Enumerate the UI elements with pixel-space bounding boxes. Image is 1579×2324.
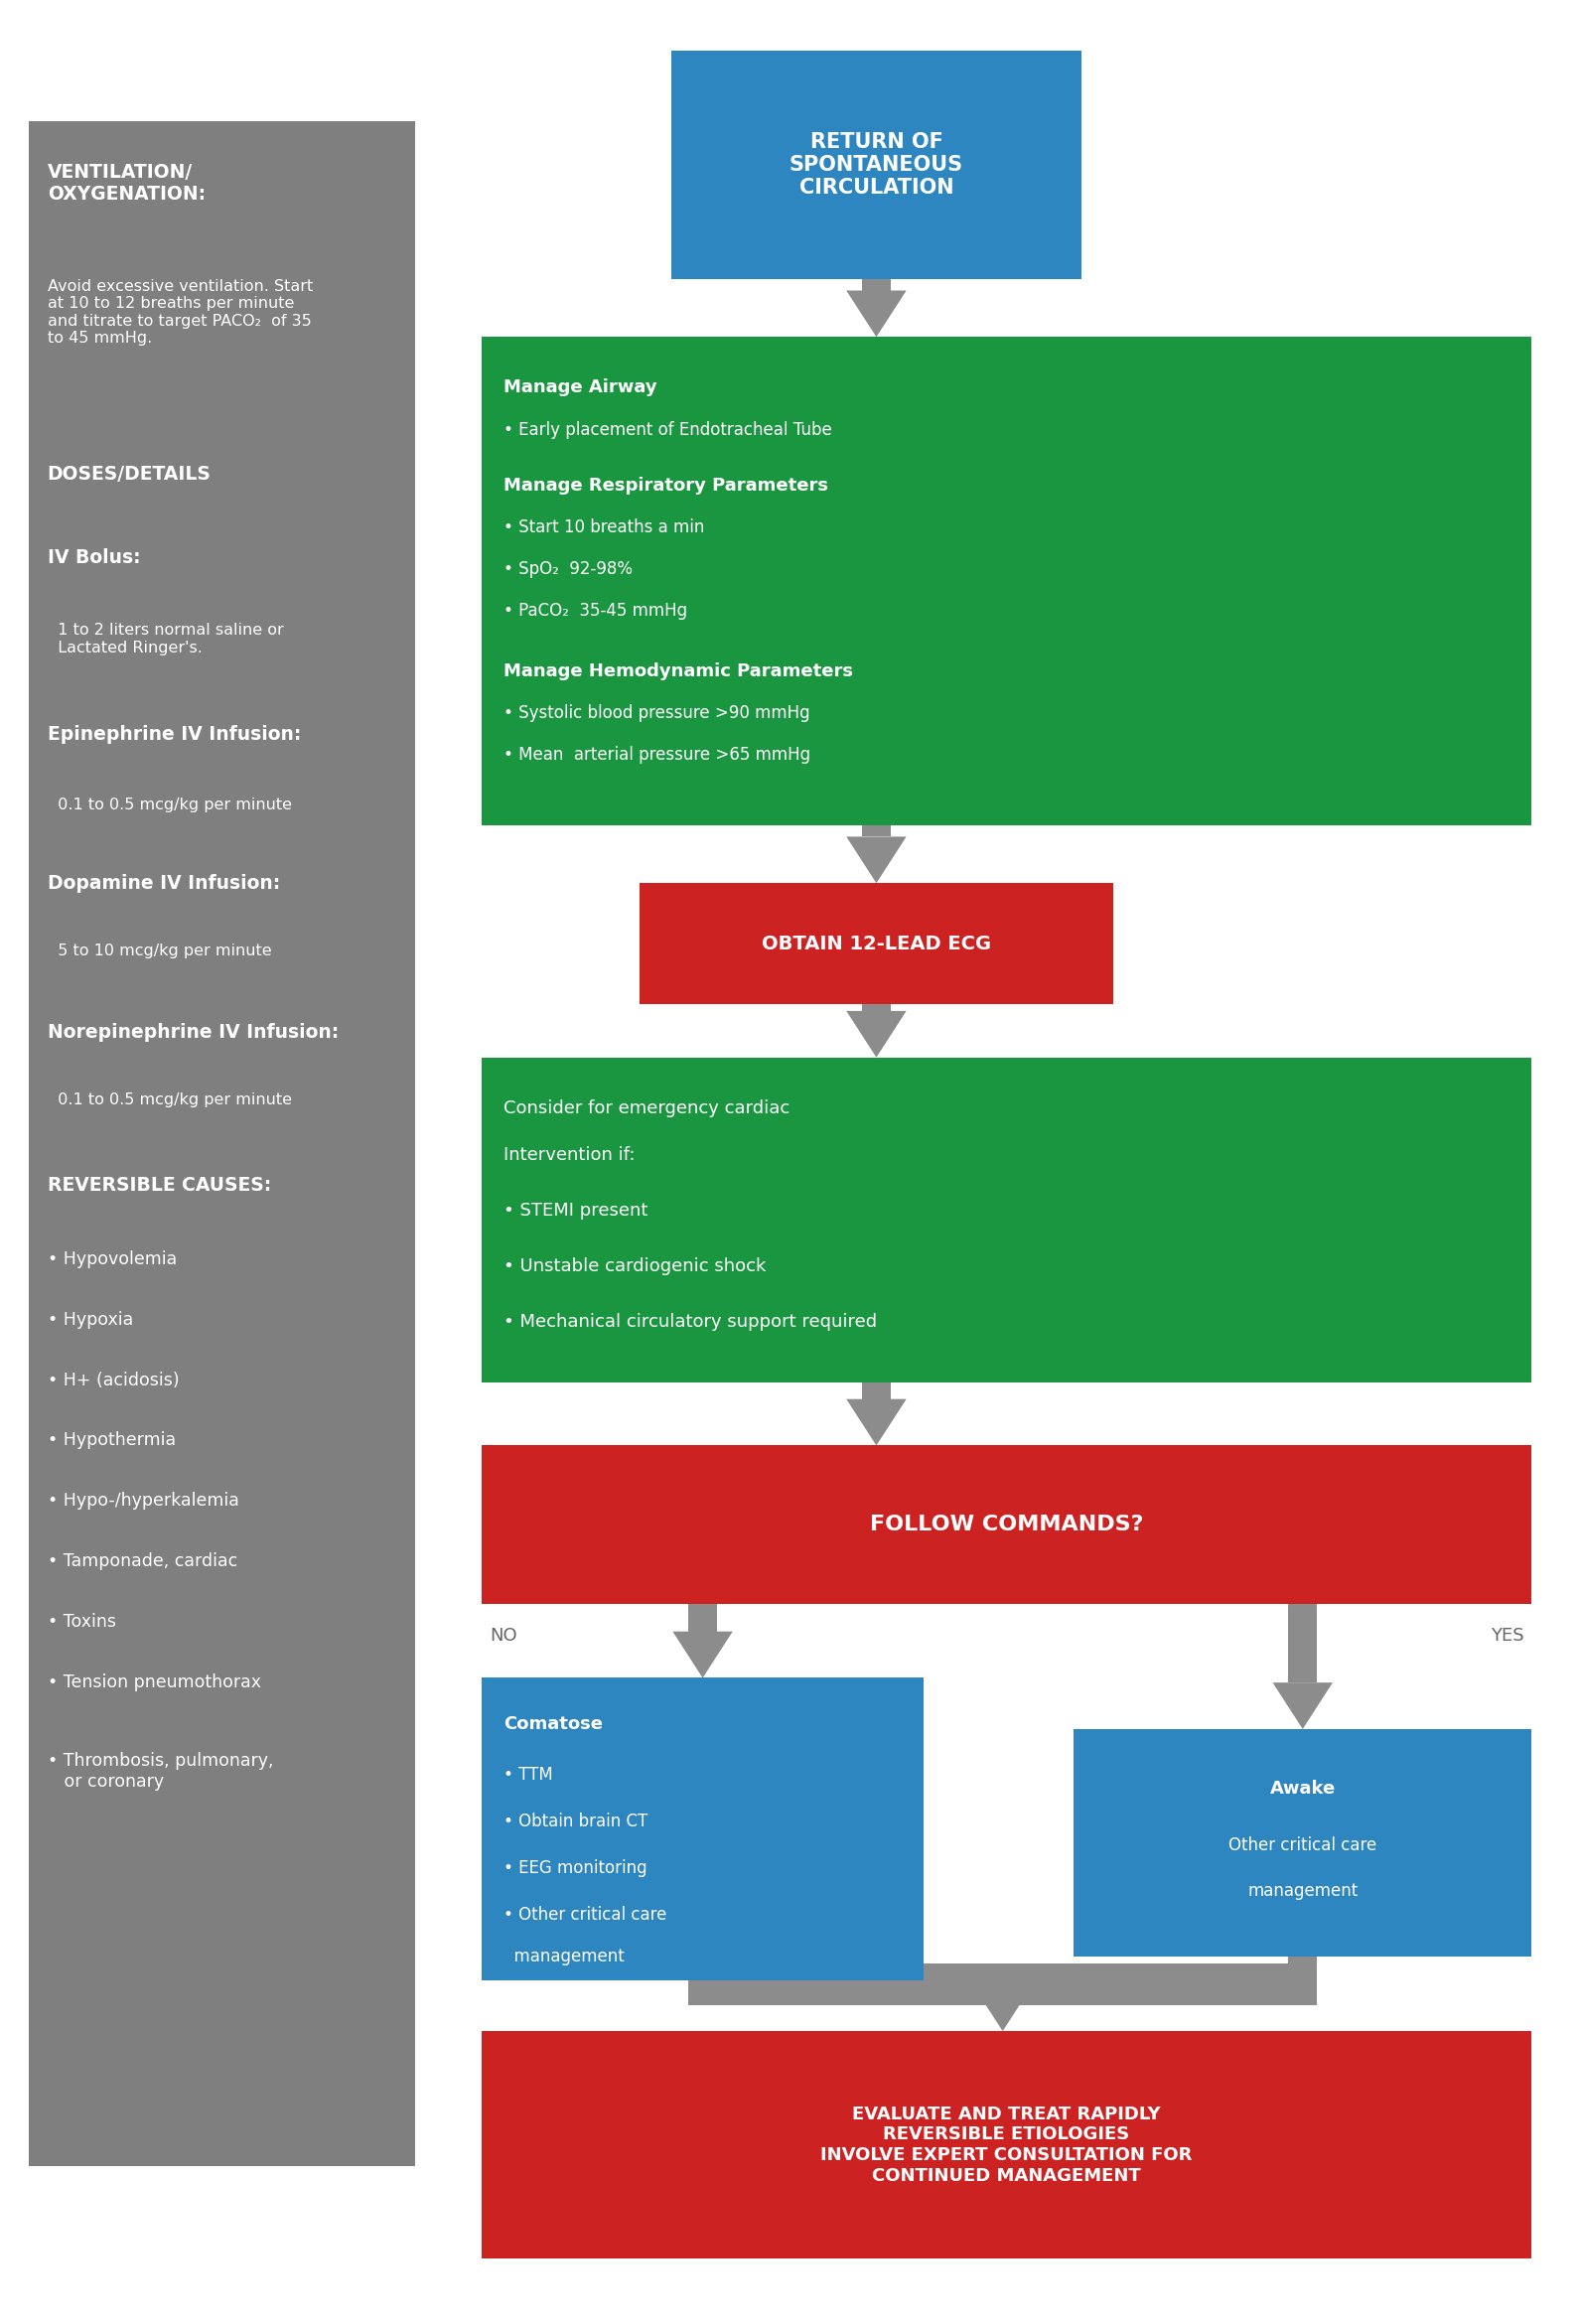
Bar: [482, 2031, 1532, 2259]
Text: • H+ (acidosis): • H+ (acidosis): [47, 1371, 178, 1390]
Text: 1 to 2 liters normal saline or
  Lactated Ringer's.: 1 to 2 liters normal saline or Lactated …: [47, 623, 284, 655]
Bar: [482, 1057, 1532, 1383]
Bar: [482, 337, 1532, 825]
Text: • Start 10 breaths a min: • Start 10 breaths a min: [504, 518, 704, 537]
Text: Dopamine IV Infusion:: Dopamine IV Infusion:: [47, 874, 279, 892]
Text: • Other critical care: • Other critical care: [504, 1906, 666, 1924]
Text: DOSES/DETAILS: DOSES/DETAILS: [47, 465, 212, 483]
Polygon shape: [673, 1631, 733, 1678]
Text: Other critical care: Other critical care: [1228, 1836, 1377, 1855]
Text: • TTM: • TTM: [504, 1766, 553, 1785]
Polygon shape: [846, 837, 906, 883]
Text: Intervention if:: Intervention if:: [504, 1146, 635, 1164]
Text: VENTILATION/
OXYGENATION:: VENTILATION/ OXYGENATION:: [47, 163, 205, 205]
Text: • Tension pneumothorax: • Tension pneumothorax: [47, 1673, 261, 1692]
Text: FOLLOW COMMANDS?: FOLLOW COMMANDS?: [870, 1515, 1143, 1534]
Text: 0.1 to 0.5 mcg/kg per minute: 0.1 to 0.5 mcg/kg per minute: [47, 1092, 292, 1106]
Text: IV Bolus:: IV Bolus:: [47, 548, 141, 567]
Text: • Tamponade, cardiac: • Tamponade, cardiac: [47, 1552, 237, 1571]
Text: • SpO₂  92-98%: • SpO₂ 92-98%: [504, 560, 633, 579]
Text: Manage Airway: Manage Airway: [504, 379, 657, 397]
Polygon shape: [846, 290, 906, 337]
Text: • Obtain brain CT: • Obtain brain CT: [504, 1813, 647, 1831]
Text: 5 to 10 mcg/kg per minute: 5 to 10 mcg/kg per minute: [47, 944, 272, 957]
Bar: [862, 279, 891, 290]
Text: Epinephrine IV Infusion:: Epinephrine IV Infusion:: [47, 725, 302, 744]
Bar: [862, 825, 891, 837]
Text: Comatose: Comatose: [504, 1715, 603, 1734]
Text: Consider for emergency cardiac: Consider for emergency cardiac: [504, 1099, 790, 1118]
Text: • Hypo-/hyperkalemia: • Hypo-/hyperkalemia: [47, 1492, 238, 1511]
Text: EVALUATE AND TREAT RAPIDLY
REVERSIBLE ETIOLOGIES
INVOLVE EXPERT CONSULTATION FOR: EVALUATE AND TREAT RAPIDLY REVERSIBLE ET…: [821, 2106, 1192, 2185]
Bar: [688, 1964, 1317, 2006]
Text: YES: YES: [1491, 1627, 1524, 1645]
Text: REVERSIBLE CAUSES:: REVERSIBLE CAUSES:: [47, 1176, 272, 1195]
Text: • Unstable cardiogenic shock: • Unstable cardiogenic shock: [504, 1257, 766, 1276]
Text: Awake: Awake: [1270, 1780, 1336, 1799]
Text: NO: NO: [489, 1627, 516, 1645]
Text: OBTAIN 12-LEAD ECG: OBTAIN 12-LEAD ECG: [761, 934, 992, 953]
Bar: [862, 1004, 891, 1011]
Text: 0.1 to 0.5 mcg/kg per minute: 0.1 to 0.5 mcg/kg per minute: [47, 797, 292, 811]
Text: • Mechanical circulatory support required: • Mechanical circulatory support require…: [504, 1313, 878, 1332]
Text: Manage Hemodynamic Parameters: Manage Hemodynamic Parameters: [504, 662, 853, 681]
Bar: [639, 883, 1113, 1004]
Text: • Systolic blood pressure >90 mmHg: • Systolic blood pressure >90 mmHg: [504, 704, 810, 723]
Text: • Thrombosis, pulmonary,
   or coronary: • Thrombosis, pulmonary, or coronary: [47, 1752, 273, 1792]
Polygon shape: [846, 1399, 906, 1446]
Text: RETURN OF
SPONTANEOUS
CIRCULATION: RETURN OF SPONTANEOUS CIRCULATION: [790, 132, 963, 198]
Bar: [862, 1383, 891, 1399]
Polygon shape: [973, 1985, 1033, 2031]
Bar: [28, 121, 415, 2166]
Bar: [688, 1604, 717, 1631]
Text: • EEG monitoring: • EEG monitoring: [504, 1859, 647, 1878]
Bar: [1288, 1604, 1317, 1683]
Text: management: management: [1247, 1882, 1358, 1901]
Text: Norepinephrine IV Infusion:: Norepinephrine IV Infusion:: [47, 1023, 338, 1041]
Text: • Early placement of Endotracheal Tube: • Early placement of Endotracheal Tube: [504, 421, 832, 439]
Bar: [688, 1980, 717, 1985]
Text: • Hypoxia: • Hypoxia: [47, 1311, 133, 1329]
Text: Avoid excessive ventilation. Start
at 10 to 12 breaths per minute
and titrate to: Avoid excessive ventilation. Start at 10…: [47, 279, 313, 346]
Bar: [671, 51, 1082, 279]
Bar: [482, 1446, 1532, 1604]
Text: • Mean  arterial pressure >65 mmHg: • Mean arterial pressure >65 mmHg: [504, 746, 810, 765]
Polygon shape: [846, 1011, 906, 1057]
Polygon shape: [1273, 1683, 1333, 1729]
Bar: [482, 1678, 924, 1980]
Bar: [1288, 1957, 1317, 1985]
Text: management: management: [504, 1948, 625, 1966]
Text: Manage Respiratory Parameters: Manage Respiratory Parameters: [504, 476, 829, 495]
Bar: [1074, 1729, 1532, 1957]
Text: • Hypothermia: • Hypothermia: [47, 1432, 175, 1450]
Text: • Hypovolemia: • Hypovolemia: [47, 1250, 177, 1269]
Text: • STEMI present: • STEMI present: [504, 1202, 647, 1220]
Text: • PaCO₂  35-45 mmHg: • PaCO₂ 35-45 mmHg: [504, 602, 687, 621]
Text: • Toxins: • Toxins: [47, 1613, 115, 1631]
